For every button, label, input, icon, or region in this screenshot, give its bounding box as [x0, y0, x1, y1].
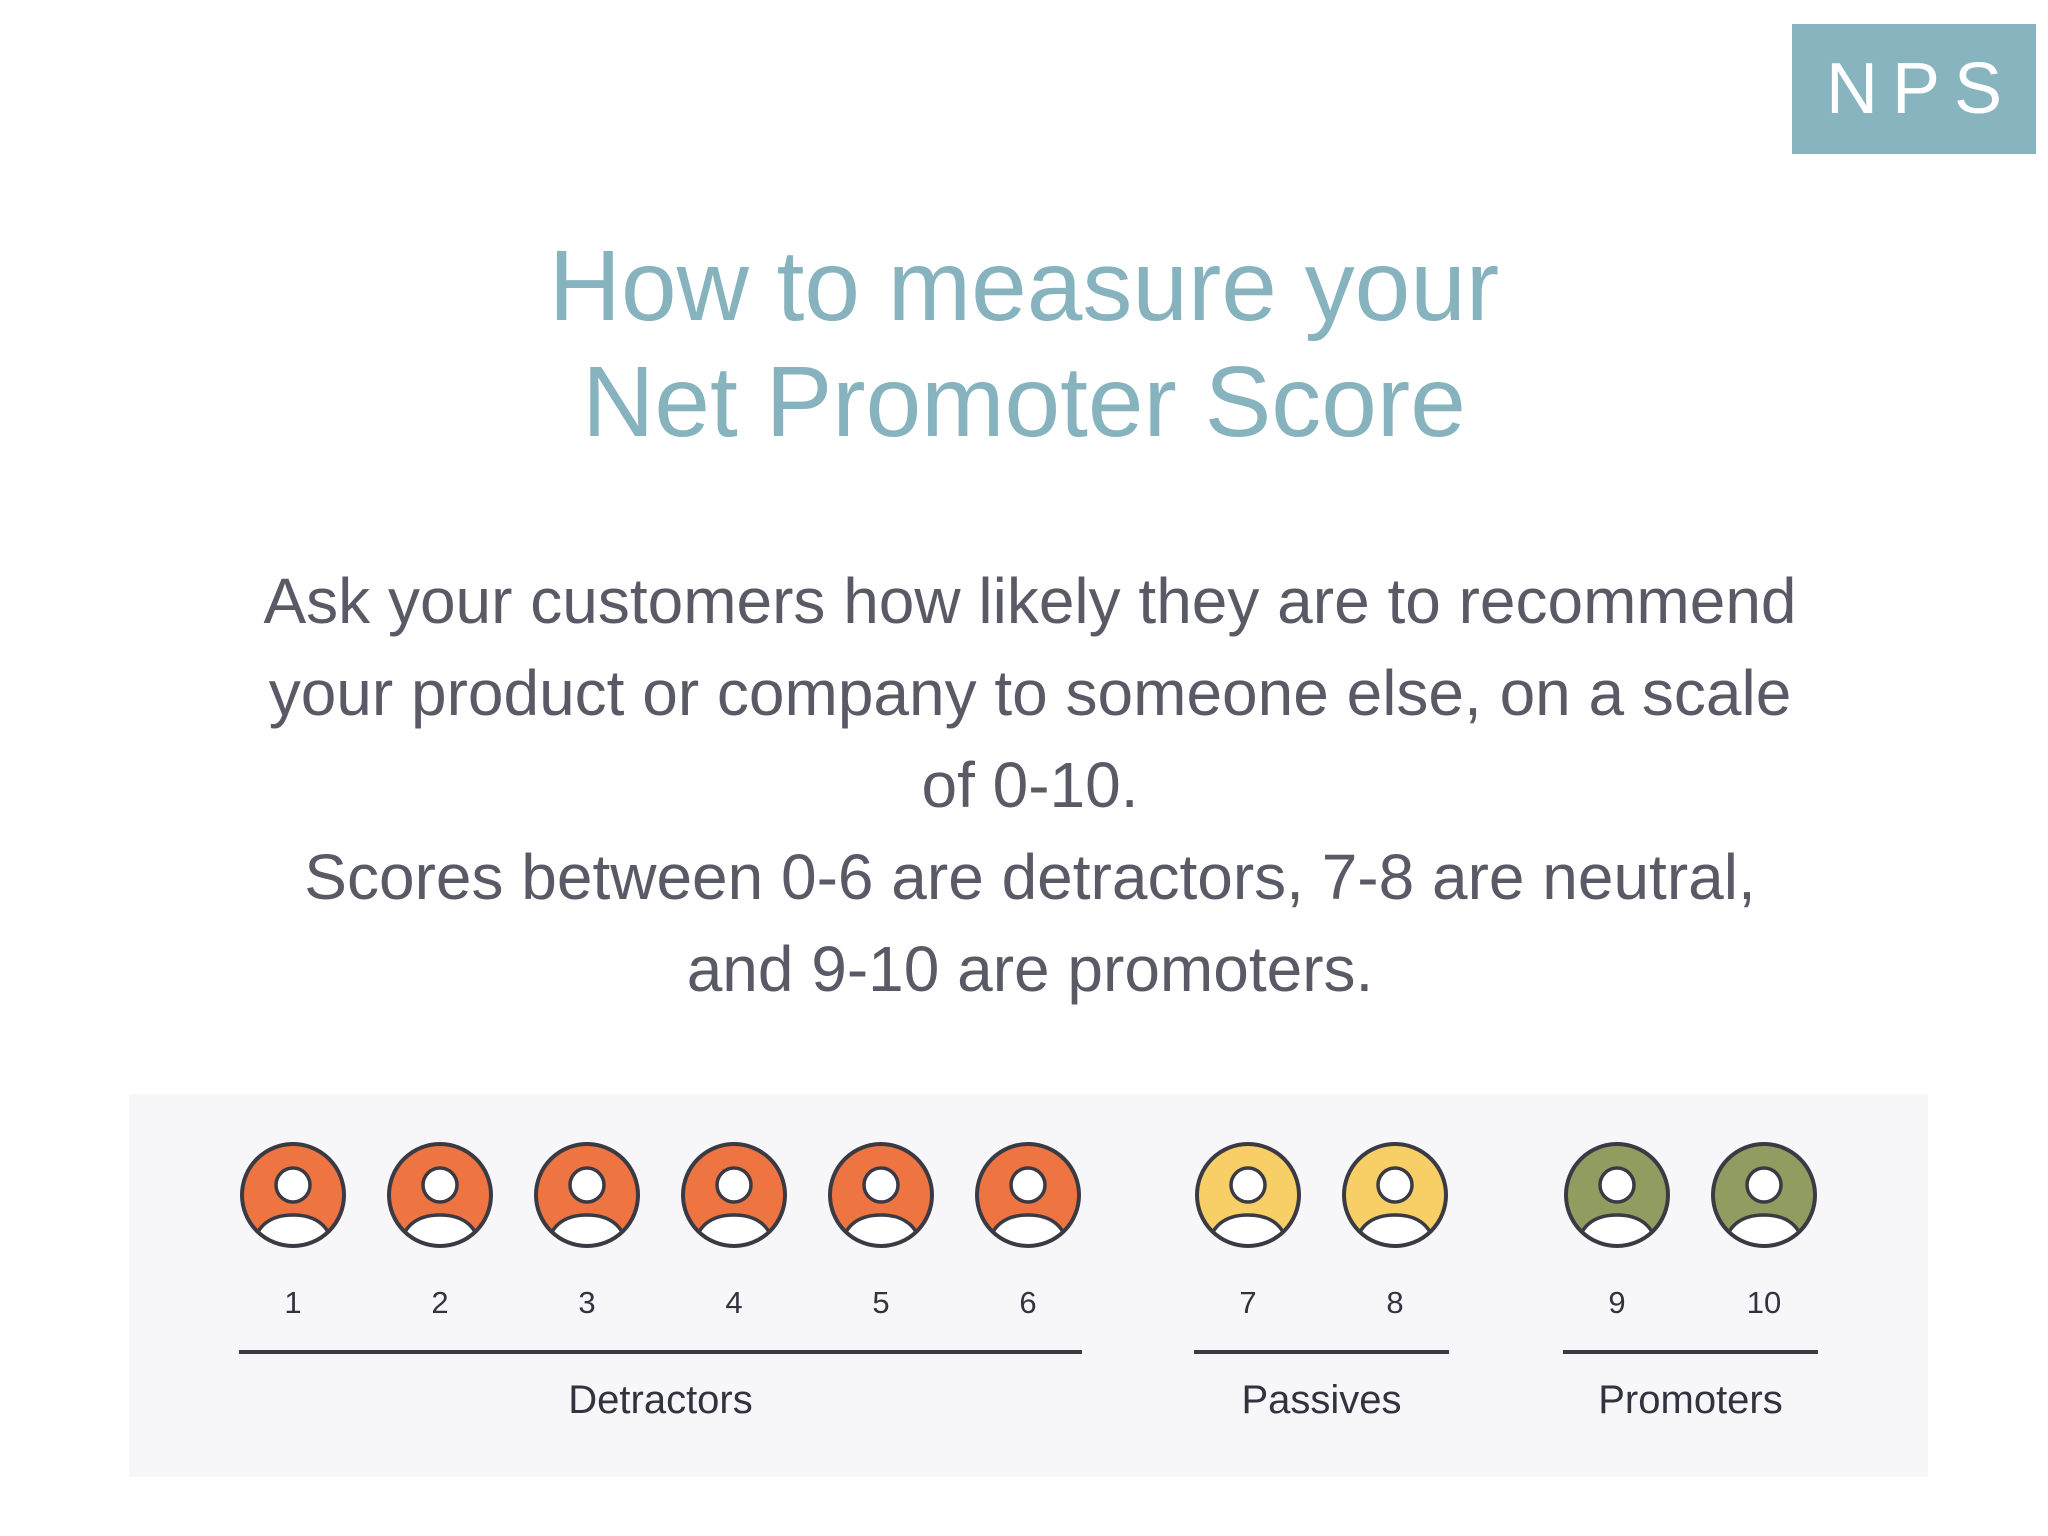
title-line-2: Net Promoter Score — [582, 346, 1466, 458]
detractors-divider — [239, 1350, 1082, 1354]
promoters-divider — [1563, 1350, 1818, 1354]
score-label: 6 — [1019, 1285, 1037, 1320]
page-title: How to measure your Net Promoter Score — [0, 228, 2048, 460]
score-label: 4 — [725, 1285, 743, 1320]
person-avatar-icon — [827, 1141, 935, 1249]
nps-badge-label: NPS — [1825, 49, 2017, 129]
person-avatar-icon — [239, 1141, 347, 1249]
description-line-4: Scores between 0-6 are detractors, 7-8 a… — [304, 841, 1756, 913]
person-avatar-icon — [1563, 1141, 1671, 1249]
description-line-3: of 0-10. — [921, 749, 1139, 821]
passives-divider — [1194, 1350, 1449, 1354]
passives-label: Passives — [1241, 1378, 1402, 1422]
person-avatar-icon — [1194, 1141, 1302, 1249]
score-label: 8 — [1386, 1285, 1404, 1320]
score-label: 5 — [872, 1285, 890, 1320]
person-avatar-icon — [1710, 1141, 1818, 1249]
score-label: 3 — [578, 1285, 596, 1320]
score-label: 7 — [1239, 1285, 1257, 1320]
description-line-5: and 9-10 are promoters. — [686, 933, 1374, 1005]
description-line-2: your product or company to someone else,… — [268, 657, 1792, 729]
person-avatar-icon — [1341, 1141, 1449, 1249]
description-line-1: Ask your customers how likely they are t… — [263, 565, 1797, 637]
person-avatar-icon — [974, 1141, 1082, 1249]
person-avatar-icon — [386, 1141, 494, 1249]
score-label: 2 — [431, 1285, 449, 1320]
promoters-label: Promoters — [1598, 1378, 1783, 1422]
score-label: 10 — [1746, 1285, 1782, 1320]
person-avatar-icon — [680, 1141, 788, 1249]
nps-badge: NPS — [1792, 24, 2036, 154]
title-line-1: How to measure your — [548, 230, 1500, 342]
score-label: 9 — [1608, 1285, 1626, 1320]
score-label: 1 — [284, 1285, 302, 1320]
description: Ask your customers how likely they are t… — [190, 555, 1870, 1015]
detractors-label: Detractors — [568, 1378, 753, 1422]
person-avatar-icon — [533, 1141, 641, 1249]
